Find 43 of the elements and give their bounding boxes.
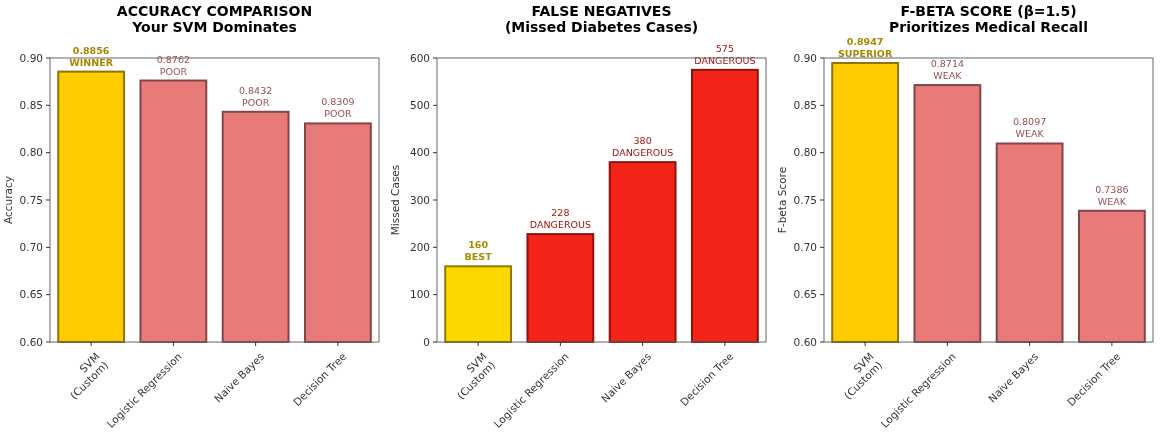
data-label: 0.7386 WEAK [1095,183,1129,207]
data-label: 575 DANGEROUS [694,42,756,66]
y-tick-label: 0.85 [19,99,43,112]
chart-title: FALSE NEGATIVES (Missed Diabetes Cases) [504,3,699,35]
y-tick-label: 600 [409,51,430,64]
data-label: 0.8762 POOR [156,53,190,77]
data-label: 228 DANGEROUS [529,207,591,231]
data-label: 0.8309 POOR [321,96,355,120]
data-label: 0.8714 WEAK [930,58,964,82]
data-label: 0.8432 POOR [239,84,273,108]
y-tick-label: 500 [409,99,430,112]
y-tick-label: 0.90 [793,51,817,64]
y-tick-label: 0.80 [19,146,43,159]
bar [608,161,677,343]
y-tick-label: 0.75 [793,193,817,206]
bar [690,68,759,343]
y-axis-title: F-beta Score [776,166,788,234]
y-tick-label: 0.65 [793,288,817,301]
y-tick-label: 300 [409,193,430,206]
data-label: 0.8947 SUPERIOR [838,36,893,60]
y-tick-label: 0.90 [19,51,43,64]
bar [526,233,595,343]
y-tick-label: 0.80 [793,146,817,159]
y-tick-label: 100 [409,288,430,301]
y-tick-label: 0 [423,335,430,348]
y-tick-label: 400 [409,146,430,159]
y-tick-label: 0.75 [19,193,43,206]
bar [444,265,513,343]
chart-title: F-BETA SCORE (β=1.5) Prioritizes Medical Recall [889,3,1088,35]
y-tick-label: 0.60 [793,335,817,348]
y-tick-label: 0.60 [19,335,43,348]
y-tick-label: 0.65 [19,288,43,301]
y-axis-title: Missed Cases [389,164,401,236]
data-label: 160 BEST [464,239,493,263]
chart-title: ACCURACY COMPARISON Your SVM Dominates [116,3,313,35]
data-label: 0.8097 WEAK [1013,116,1047,140]
data-label: 0.8856 WINNER [69,44,114,68]
y-tick-label: 0.85 [793,99,817,112]
y-axis-title: Accuracy [2,176,14,224]
y-tick-label: 0.70 [793,241,817,254]
y-tick-label: 200 [409,241,430,254]
y-tick-label: 0.70 [19,241,43,254]
data-label: 380 DANGEROUS [612,135,674,159]
